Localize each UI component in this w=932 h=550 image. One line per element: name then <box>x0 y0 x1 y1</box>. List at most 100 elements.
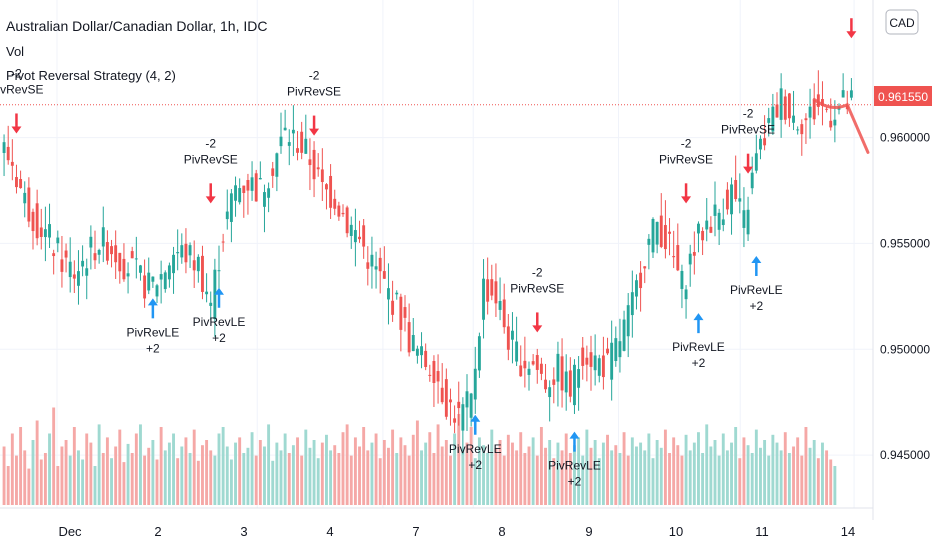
volume-bar <box>225 446 229 505</box>
volume-bar <box>263 446 266 505</box>
time-tick-label-7: 10 <box>669 524 683 539</box>
candle-body <box>287 142 291 146</box>
candle-body <box>118 252 122 272</box>
volume-bar <box>333 445 337 505</box>
volume-bar <box>68 455 72 505</box>
candle-body <box>407 322 411 353</box>
candle-body <box>403 307 407 318</box>
candle-body <box>701 230 705 241</box>
candle-body <box>10 161 14 166</box>
volume-bar <box>10 433 14 505</box>
candle-body <box>577 369 581 388</box>
candle-body <box>378 257 382 272</box>
volume-bar <box>180 446 184 505</box>
volume-bar <box>750 453 754 505</box>
currency-button-frame[interactable] <box>885 9 919 35</box>
candle-body <box>742 210 746 228</box>
candle-body <box>734 180 738 200</box>
candle-body <box>490 279 494 296</box>
candle-body <box>849 90 853 98</box>
volume-bar <box>77 450 80 505</box>
volume-bar <box>296 437 299 505</box>
candle-body <box>258 178 262 180</box>
candle-body <box>217 270 221 272</box>
volume-bar <box>267 424 271 505</box>
volume-bar <box>556 442 560 505</box>
volume-bar <box>539 427 543 505</box>
candle-body <box>341 212 345 215</box>
long-entry-label-5: PivRevLE <box>449 442 502 456</box>
chart-title: Australian Dollar/Canadian Dollar, 1h, I… <box>6 18 267 34</box>
volume-bar <box>19 427 23 505</box>
volume-bar <box>382 440 386 505</box>
candle-body <box>552 379 556 385</box>
candle-body <box>754 153 758 171</box>
short-entry-label-2: PivRevSE <box>184 152 238 166</box>
volume-bar <box>48 433 51 505</box>
volume-bar <box>250 432 254 505</box>
volume-bar <box>606 434 609 505</box>
candle-body <box>242 185 246 194</box>
volume-bar <box>676 445 680 505</box>
candle-body <box>486 279 490 302</box>
volume-bar <box>287 453 291 505</box>
currency-button-label[interactable]: CAD <box>889 16 915 30</box>
candle-body <box>792 115 795 123</box>
volume-bar <box>647 433 651 505</box>
volume-bar <box>643 450 647 505</box>
volume-bar <box>353 437 357 505</box>
candle-body <box>651 219 655 253</box>
candle-body <box>469 393 473 418</box>
candle-body <box>349 224 353 236</box>
candle-body <box>705 220 709 230</box>
volume-bar <box>465 442 469 505</box>
volume-bar <box>672 437 676 505</box>
candle-body <box>639 272 643 289</box>
volume-bar <box>349 455 353 505</box>
candle-body <box>366 262 370 269</box>
candle-body <box>796 129 800 131</box>
candle-body <box>279 136 283 147</box>
volume-bar <box>457 414 461 505</box>
volume-bar <box>64 440 68 505</box>
price-axis[interactable]: 0.960000 0.955000 0.950000 0.945000 <box>880 131 930 463</box>
candle-body <box>672 256 676 258</box>
short-entry-qty-8: -2 <box>681 136 692 150</box>
volume-bar <box>345 424 349 505</box>
price-tick-label-0: 0.960000 <box>880 131 930 145</box>
candle-body <box>147 272 151 291</box>
candle-body <box>308 159 312 166</box>
strategy-markers: PivRevSE -2 PivRevLE +2 PivRevSE -2 PivRevLE +2… <box>0 0 878 489</box>
volume-bar <box>27 468 31 505</box>
candle-body <box>64 250 68 258</box>
candle-body <box>6 146 10 161</box>
candle-body <box>159 274 163 280</box>
short-entry-arrow-head-10 <box>743 166 754 174</box>
volume-bar <box>725 450 729 505</box>
candle-body <box>589 352 593 367</box>
candle-body <box>544 379 547 390</box>
candle-body <box>436 371 440 382</box>
currency-button[interactable]: CAD <box>885 9 919 35</box>
candle-body <box>353 230 357 243</box>
candle-body <box>163 272 167 290</box>
candle-body <box>635 280 638 297</box>
candle-body <box>126 273 130 277</box>
candle-body <box>263 192 266 207</box>
volume-bar <box>684 434 688 505</box>
volume-bar <box>97 424 101 505</box>
volume-bar <box>105 437 109 505</box>
candle-body <box>225 211 229 220</box>
candle-body <box>312 149 316 180</box>
time-axis[interactable]: Dec 2 3 4 7 8 9 10 11 14 <box>58 524 855 539</box>
candle-body <box>829 120 833 128</box>
candle-body <box>775 104 779 118</box>
volume-bar <box>89 442 93 505</box>
volume-bar <box>713 440 717 505</box>
volume-bar <box>159 427 163 505</box>
candle-body <box>139 265 142 273</box>
candle-body <box>97 249 101 255</box>
candle-body <box>172 254 175 274</box>
volume-bar <box>833 466 837 505</box>
